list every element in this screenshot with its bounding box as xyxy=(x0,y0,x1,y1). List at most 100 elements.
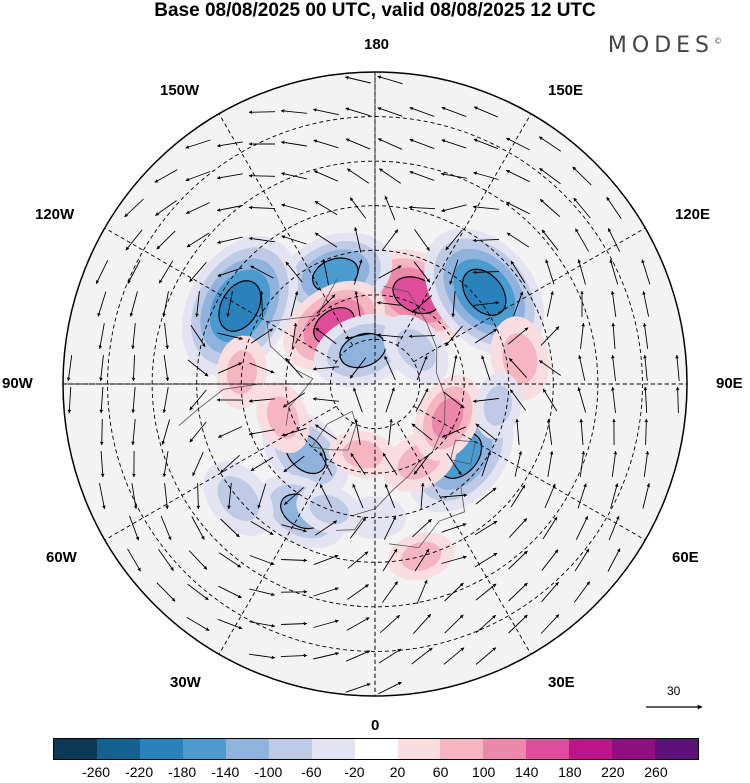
wind-arrow xyxy=(577,483,587,509)
wind-arrow xyxy=(216,205,243,212)
wind-arrow xyxy=(161,419,171,445)
wind-arrow xyxy=(545,259,555,285)
wind-arrow xyxy=(98,323,105,350)
wind-arrow xyxy=(226,291,233,318)
wind-arrow xyxy=(250,456,274,472)
wind-arrow xyxy=(441,523,467,533)
wind-arrow xyxy=(416,579,428,605)
wind-arrow xyxy=(313,554,339,566)
wind-arrow xyxy=(451,354,458,381)
wind-arrow xyxy=(99,355,104,382)
wind-arrow xyxy=(606,196,622,220)
anomaly-contour xyxy=(502,333,538,384)
wind-arrow xyxy=(579,418,584,446)
wind-arrow xyxy=(643,450,650,477)
wind-arrow xyxy=(312,366,339,371)
wind-arrow xyxy=(257,483,267,509)
wind-arrow xyxy=(217,362,243,374)
wind-arrow xyxy=(379,614,401,634)
wind-arrow xyxy=(158,549,174,571)
lon-label-90w: 90W xyxy=(2,375,33,392)
wind-arrow xyxy=(280,558,308,563)
wind-arrow xyxy=(349,517,367,539)
wind-arrow xyxy=(346,168,370,184)
wind-arrow xyxy=(643,386,648,414)
wind-arrow xyxy=(345,138,371,150)
wind-arrow xyxy=(249,653,276,660)
wind-arrow xyxy=(384,195,396,221)
colorbar-tick-label: -140 xyxy=(211,764,240,780)
lon-label-60w: 60W xyxy=(46,549,77,566)
anomaly-negative xyxy=(383,314,449,385)
wind-arrow xyxy=(284,487,304,505)
wind-arrow xyxy=(314,200,338,216)
wind-arrow xyxy=(445,229,463,251)
wind-arrow xyxy=(352,483,364,509)
wind-arrow xyxy=(481,451,491,477)
wind-arrow xyxy=(575,515,589,540)
wind-arrow xyxy=(541,549,559,571)
anomaly-contour xyxy=(226,350,257,395)
colorbar-tick-label: 60 xyxy=(432,764,449,780)
wind-arrow xyxy=(354,226,362,253)
wind-arrow xyxy=(577,259,586,285)
wind-arrow xyxy=(129,291,138,317)
lon-label-150e: 150E xyxy=(548,82,584,99)
wind-arrow xyxy=(508,614,528,634)
wind-arrow xyxy=(190,324,206,348)
wind-arrow xyxy=(99,483,106,510)
wind-arrow xyxy=(192,451,204,477)
wind-arrow xyxy=(472,270,500,275)
wind-arrow xyxy=(507,327,529,345)
meridian xyxy=(218,422,354,655)
coastline xyxy=(178,383,260,427)
wind-arrow xyxy=(313,619,339,628)
wind-arrow xyxy=(155,200,177,216)
wind-arrow xyxy=(220,518,240,538)
wind-arrow xyxy=(574,548,590,572)
meridian xyxy=(396,113,532,346)
wind-arrow xyxy=(449,259,459,285)
colorbar-bin xyxy=(225,739,269,759)
wind-arrow xyxy=(412,613,432,635)
wind-arrow xyxy=(642,290,650,317)
brand-mark: © xyxy=(714,36,722,46)
wind-arrow xyxy=(249,621,276,628)
wind-arrow xyxy=(611,354,616,381)
wind-arrow xyxy=(539,167,561,185)
wind-arrow xyxy=(220,454,240,474)
colorbar-bin xyxy=(655,739,699,759)
wind-arrow xyxy=(444,582,464,602)
wind-arrow xyxy=(513,291,524,317)
wind-arrow xyxy=(250,521,274,535)
wind-arrow xyxy=(154,169,178,183)
colorbar-tick-label: 220 xyxy=(601,764,625,780)
wind-arrow xyxy=(546,290,554,317)
wind-arrow xyxy=(131,354,136,382)
latitude-circle xyxy=(107,116,643,652)
wind-arrow xyxy=(280,172,307,180)
lon-label-90e: 90E xyxy=(716,375,743,392)
wind-arrow xyxy=(217,332,243,341)
colorbar-bin xyxy=(483,739,527,759)
wind-arrow xyxy=(354,290,361,317)
wind-arrow xyxy=(415,388,429,412)
wind-arrow xyxy=(313,139,339,149)
colorbar-bin xyxy=(182,739,226,759)
wind-arrow xyxy=(187,359,209,377)
wind-arrow xyxy=(542,388,558,412)
wind-arrow xyxy=(346,617,370,631)
wind-arrow xyxy=(441,139,467,149)
wind-arrow xyxy=(409,107,435,117)
chart-title: Base 08/08/2025 00 UTC, valid 08/08/2025… xyxy=(154,0,596,21)
wind-arrow xyxy=(248,398,275,403)
wind-arrow xyxy=(217,618,243,630)
wind-arrow xyxy=(350,452,366,476)
wind-arrow xyxy=(162,451,169,478)
wind-arrow xyxy=(259,290,264,318)
wind-arrow xyxy=(573,197,591,219)
wind-arrow xyxy=(281,427,307,437)
wind-arrow xyxy=(162,291,169,318)
wind-arrow xyxy=(411,295,433,313)
wind-arrow xyxy=(280,109,307,114)
